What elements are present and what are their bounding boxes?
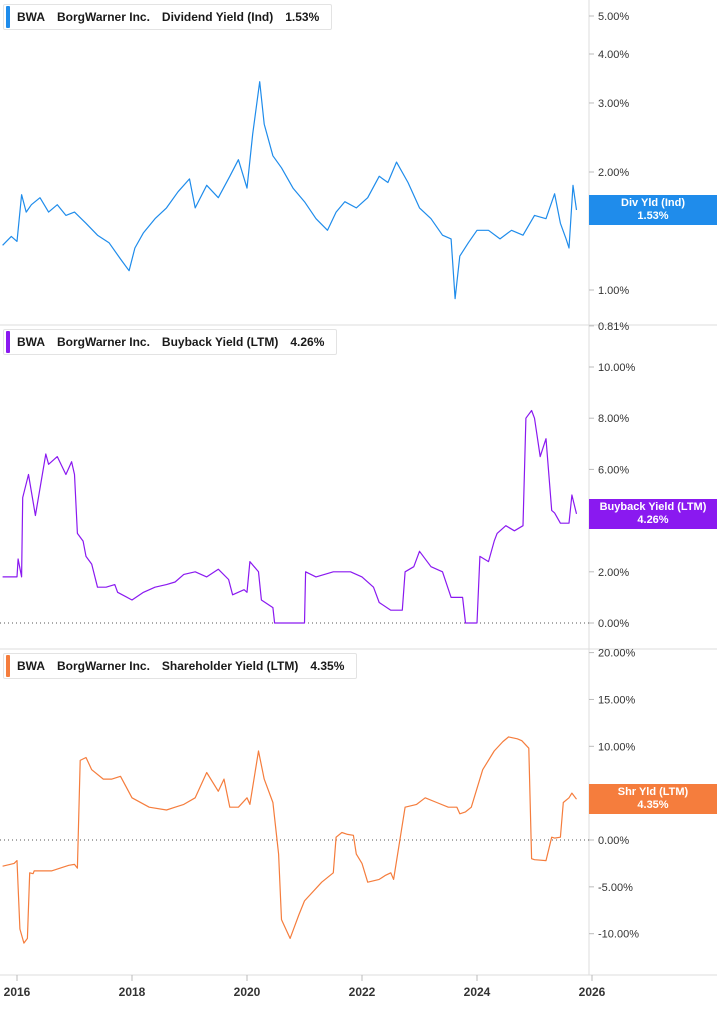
legend-company: BorgWarner Inc. (57, 10, 150, 24)
value-tag-dividend-yield: Div Yld (Ind) 1.53% (589, 194, 717, 225)
legend-metric: Dividend Yield (Ind) (161, 10, 274, 24)
legend-metric: Buyback Yield (LTM) (161, 335, 279, 349)
series-line-shareholder (2, 736, 577, 944)
legend-dividend-yield: BWA BorgWarner Inc. Dividend Yield (Ind)… (3, 4, 333, 30)
legend-ticker: BWA (17, 659, 45, 673)
y-tick-label: -5.00% (598, 882, 633, 894)
tag-label: Div Yld (Ind) (621, 196, 685, 209)
y-tick-label: 0.00% (598, 618, 629, 630)
y-tick-label: 20.00% (598, 648, 636, 660)
y-tick-label: 4.00% (598, 49, 629, 61)
legend-color-swatch (6, 6, 10, 28)
tag-value: 1.53% (637, 209, 669, 222)
x-tick-label: 2022 (349, 985, 376, 999)
legend-value: 1.53% (285, 10, 320, 24)
y-tick-label: 5.00% (598, 11, 629, 23)
legend-value: 4.26% (290, 335, 325, 349)
legend-ticker: BWA (17, 10, 45, 24)
tag-value: 4.26% (637, 513, 669, 526)
x-tick-label: 2026 (579, 985, 606, 999)
legend-ticker: BWA (17, 335, 45, 349)
y-tick-label: 3.00% (598, 98, 629, 110)
y-tick-label: 2.00% (598, 167, 629, 179)
y-tick-label: 15.00% (598, 694, 636, 706)
y-tick-label: 0.81% (598, 321, 629, 333)
y-tick-label: -10.00% (598, 929, 639, 941)
y-tick-label: 6.00% (598, 464, 629, 476)
legend-buyback-yield: BWA BorgWarner Inc. Buyback Yield (LTM) … (3, 329, 338, 355)
legend-color-swatch (6, 655, 10, 677)
legend-value: 4.35% (310, 659, 345, 673)
legend-color-swatch (6, 331, 10, 353)
x-tick-label: 2020 (234, 985, 261, 999)
y-tick-label: 10.00% (598, 741, 636, 753)
tag-value: 4.35% (637, 799, 669, 812)
value-tag-shareholder-yield: Shr Yld (LTM) 4.35% (589, 784, 717, 815)
legend-shareholder-yield: BWA BorgWarner Inc. Shareholder Yield (L… (3, 653, 358, 679)
x-tick-label: 2016 (4, 985, 31, 999)
x-tick-label: 2024 (464, 985, 491, 999)
y-tick-label: 0.00% (598, 835, 629, 847)
series-line-buyback (2, 409, 578, 624)
x-tick-label: 2018 (119, 985, 146, 999)
value-tag-buyback-yield: Buyback Yield (LTM) 4.26% (589, 498, 717, 529)
y-tick-label: 10.00% (598, 362, 636, 374)
legend-company: BorgWarner Inc. (57, 335, 150, 349)
series-line-dividend (2, 81, 578, 300)
legend-company: BorgWarner Inc. (57, 659, 150, 673)
tag-label: Buyback Yield (LTM) (599, 500, 707, 513)
tag-label: Shr Yld (LTM) (617, 786, 689, 799)
y-tick-label: 2.00% (598, 567, 629, 579)
y-tick-label: 8.00% (598, 413, 629, 425)
legend-metric: Shareholder Yield (LTM) (161, 659, 299, 673)
y-tick-label: 1.00% (598, 285, 629, 297)
